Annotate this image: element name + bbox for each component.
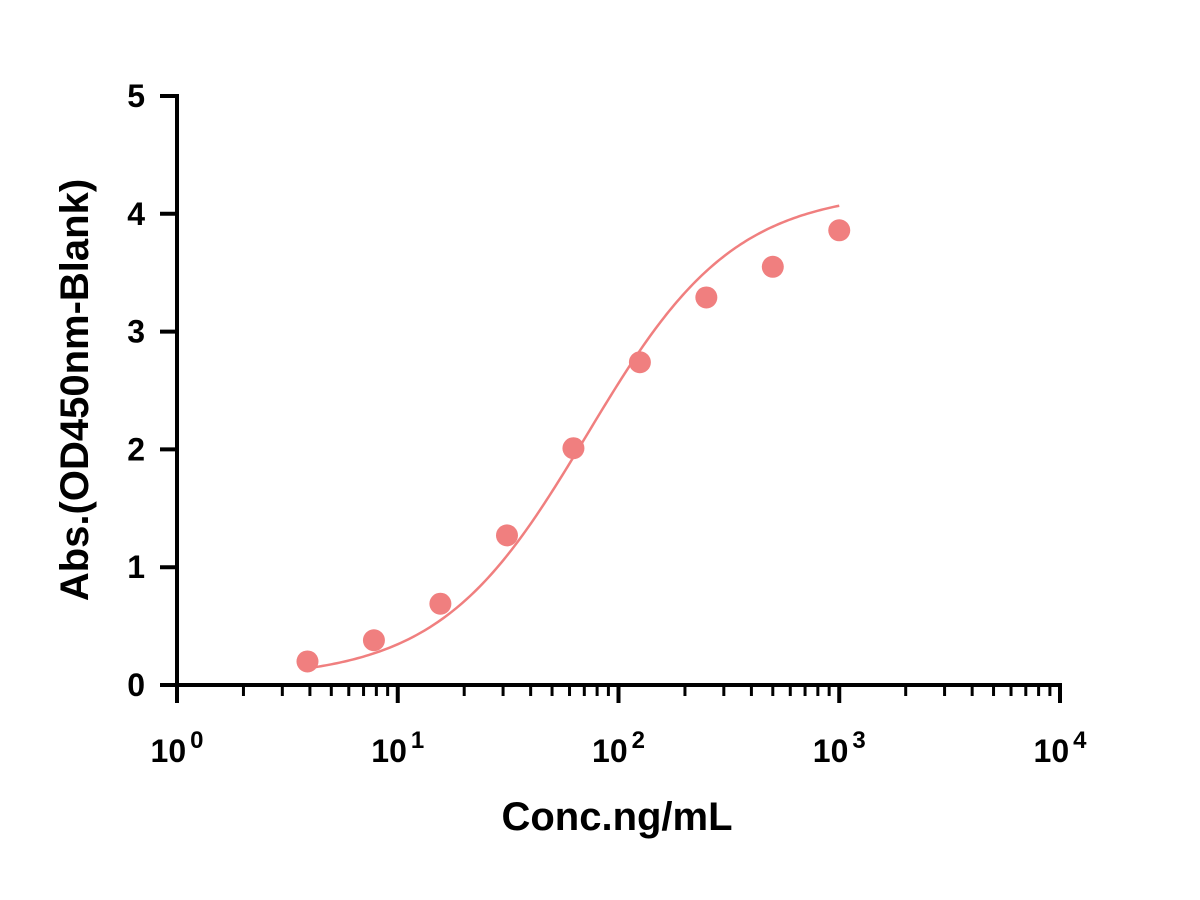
data-point-3 <box>495 524 518 547</box>
y-tick-label-2: 2 <box>127 431 145 467</box>
data-point-5 <box>628 351 651 374</box>
x-tick-base: 10 <box>371 733 407 769</box>
ticks <box>160 94 1062 703</box>
x-tick-label-1: 10 1 <box>371 727 424 769</box>
fit-curve <box>307 204 840 670</box>
data-point-0 <box>296 650 319 673</box>
x-tick-exponent: 1 <box>411 727 424 754</box>
data-point-7 <box>761 255 784 278</box>
data-point-1 <box>362 629 385 652</box>
x-tick-exponent: 0 <box>190 727 203 754</box>
x-tick-base: 10 <box>592 733 628 769</box>
x-tick-exponent: 2 <box>632 727 645 754</box>
x-tick-label-3: 10 3 <box>813 727 866 769</box>
x-tick-label-4: 10 4 <box>1034 727 1088 769</box>
x-tick-base: 10 <box>151 733 187 769</box>
x-axis-title: Conc.ng/mL <box>501 795 732 839</box>
y-tick-label-4: 4 <box>127 196 145 232</box>
data-point-2 <box>429 592 452 615</box>
y-tick-label-1: 1 <box>127 549 145 585</box>
data-point-4 <box>562 437 585 460</box>
y-tick-label-0: 0 <box>127 667 145 703</box>
x-tick-base: 10 <box>813 733 849 769</box>
fit-curve-layer <box>307 204 840 670</box>
axes <box>175 94 1062 687</box>
x-tick-base: 10 <box>1034 733 1070 769</box>
y-tick-label-3: 3 <box>127 314 145 350</box>
x-tick-exponent: 3 <box>852 727 865 754</box>
x-tick-label-0: 10 0 <box>151 727 204 769</box>
x-tick-exponent: 4 <box>1073 727 1087 754</box>
data-point-8 <box>828 219 851 242</box>
data-points-layer <box>296 219 851 673</box>
x-tick-label-2: 10 2 <box>592 727 645 769</box>
y-tick-label-5: 5 <box>127 78 145 114</box>
y-axis-title: Abs.(OD450nm-Blank) <box>53 179 97 601</box>
data-point-6 <box>695 286 718 309</box>
